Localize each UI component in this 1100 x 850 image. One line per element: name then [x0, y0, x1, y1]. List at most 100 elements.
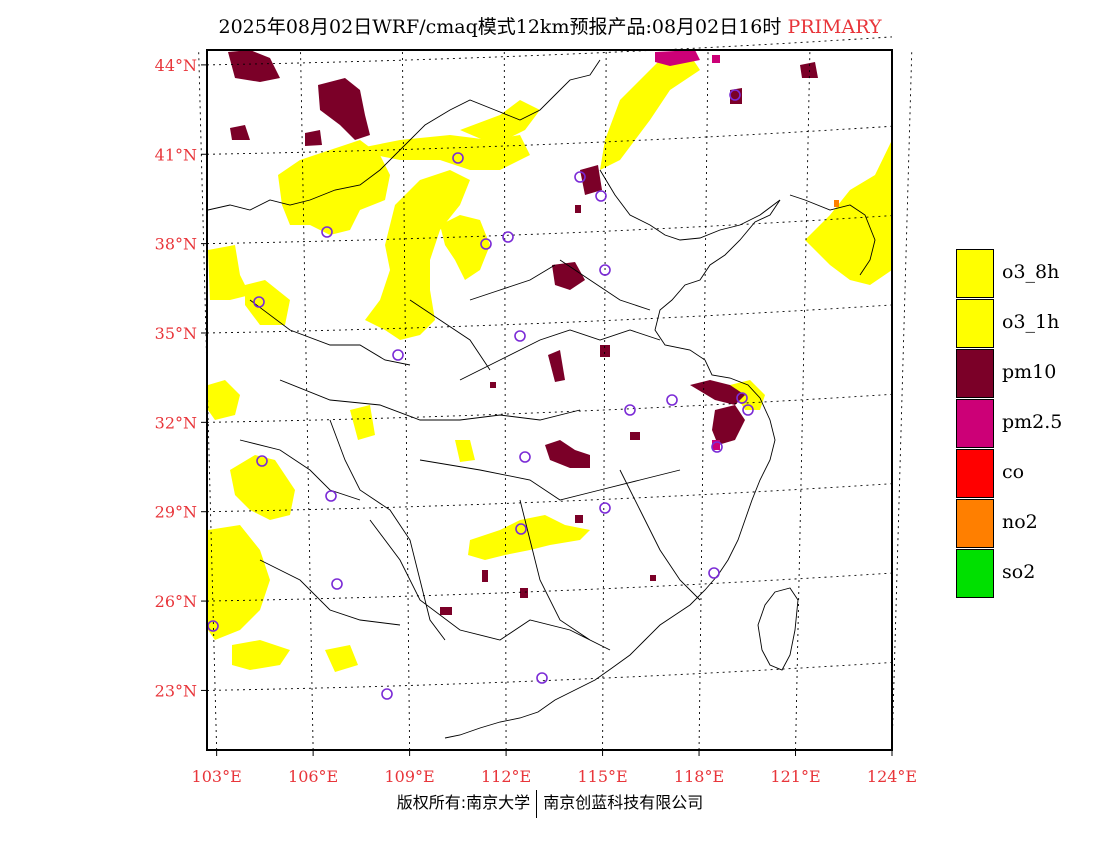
map-title: 2025年08月02日WRF/cmaq模式12km预报产品:08月02日16时 … [0, 12, 1100, 39]
station-marker [736, 392, 748, 404]
station-marker [708, 567, 720, 579]
title-pollutant: PRIMARY [787, 16, 882, 38]
pm10-cell [650, 575, 656, 581]
longitude-gridline [795, 49, 811, 751]
latitude-label: 26°N [155, 592, 197, 611]
legend-item: so2 [956, 549, 1100, 599]
latitude-gridline [206, 483, 893, 513]
latitude-label: 29°N [155, 503, 197, 522]
latitude-gridline [206, 304, 893, 334]
national-border [207, 59, 601, 211]
legend-label: so2 [1002, 561, 1036, 583]
longitude-label: 112°E [481, 767, 531, 786]
pm10-cell [440, 607, 452, 615]
legend-swatch [956, 249, 994, 298]
legend-swatch [956, 349, 994, 398]
o3-area-west3 [208, 380, 240, 420]
pm10-cell [520, 588, 528, 598]
longitude-gridline [198, 49, 218, 751]
station-marker [392, 349, 404, 361]
pm10-cell [490, 382, 496, 388]
latitude-gridline [206, 36, 893, 66]
longitude-label: 121°E [770, 767, 820, 786]
pm10-cell [482, 570, 488, 582]
pm10-area-ne [800, 62, 818, 78]
legend-item: co [956, 449, 1100, 499]
latitude-gridline [206, 572, 893, 602]
o3-area-sw4 [325, 645, 358, 672]
station-marker [624, 404, 636, 416]
o3-area-inner-mongolia [460, 100, 540, 145]
o3-area-west1 [208, 245, 250, 300]
station-marker [321, 226, 333, 238]
taiwan [757, 587, 799, 671]
latitude-gridline [206, 215, 893, 245]
legend-label: no2 [1002, 511, 1038, 533]
station-marker [480, 238, 492, 250]
o3-area-sw1 [230, 455, 295, 520]
legend-swatch [956, 299, 994, 348]
longitude-gridline [503, 49, 507, 751]
copyright-left: 版权所有:南京大学 [396, 793, 531, 812]
pm10-area-mongolia1 [228, 50, 280, 82]
station-marker [253, 296, 265, 308]
station-marker [574, 171, 586, 183]
longitude-gridline [891, 49, 913, 751]
pm10-area-shandong [552, 262, 585, 290]
legend-item: pm2.5 [956, 399, 1100, 449]
station-marker [742, 404, 754, 416]
o3-area-central1 [350, 405, 375, 440]
latitude-label: 38°N [155, 235, 197, 254]
legend-item: o3_1h [956, 299, 1100, 349]
longitude-gridline [698, 49, 709, 751]
legend-label: pm10 [1002, 361, 1057, 383]
legend-item: pm10 [956, 349, 1100, 399]
longitude-gridline [602, 49, 607, 751]
pm10-cell [575, 515, 583, 523]
station-marker [381, 688, 393, 700]
legend-swatch [956, 449, 994, 498]
o3-area-ne-coast [805, 140, 892, 285]
legend-item: o3_8h [956, 249, 1100, 299]
longitude-label: 109°E [384, 767, 434, 786]
latitude-label: 23°N [155, 681, 197, 700]
title-text: 2025年08月02日WRF/cmaq模式12km预报产品:08月02日16时 [218, 16, 782, 38]
latitude-gridline [206, 661, 893, 691]
o3-area-loess [365, 170, 470, 340]
pm10-cell [600, 345, 610, 357]
latitude-label: 32°N [155, 413, 197, 432]
legend-swatch [956, 549, 994, 598]
o3-area-central2 [455, 440, 475, 462]
station-marker [711, 441, 723, 453]
coastline-bohai [599, 169, 781, 241]
legend-label: o3_1h [1002, 311, 1060, 333]
coastline [444, 199, 781, 739]
pm10-area-mongolia4 [305, 130, 322, 146]
station-marker [325, 490, 337, 502]
station-marker [599, 502, 611, 514]
o3-area-sw3 [232, 640, 290, 670]
pm10-area-hebei [580, 165, 602, 195]
legend-swatch [956, 499, 994, 548]
station-marker [515, 523, 527, 535]
o3-area-north-plateau [278, 140, 390, 235]
longitude-label: 118°E [674, 767, 724, 786]
o3-area-hebei [440, 215, 490, 280]
no2-cell [834, 200, 839, 207]
boundaries [207, 59, 876, 739]
latitude-labels: 23°N 26°N 29°N 32°N 35°N 38°N 41°N 44°N [155, 56, 207, 700]
pm10-cell [575, 205, 581, 213]
longitude-label: 124°E [867, 767, 917, 786]
pm10-area-anhui [548, 350, 565, 382]
pm10-area-mongolia3 [230, 125, 250, 140]
o3-area-ne1 [600, 55, 700, 170]
longitude-label: 103°E [192, 767, 242, 786]
graticule [198, 36, 913, 751]
station-markers [207, 89, 754, 700]
latitude-label: 41°N [155, 145, 197, 164]
station-marker [514, 330, 526, 342]
legend-label: o3_8h [1002, 261, 1060, 283]
map-frame [206, 49, 893, 751]
latitude-label: 35°N [155, 324, 197, 343]
